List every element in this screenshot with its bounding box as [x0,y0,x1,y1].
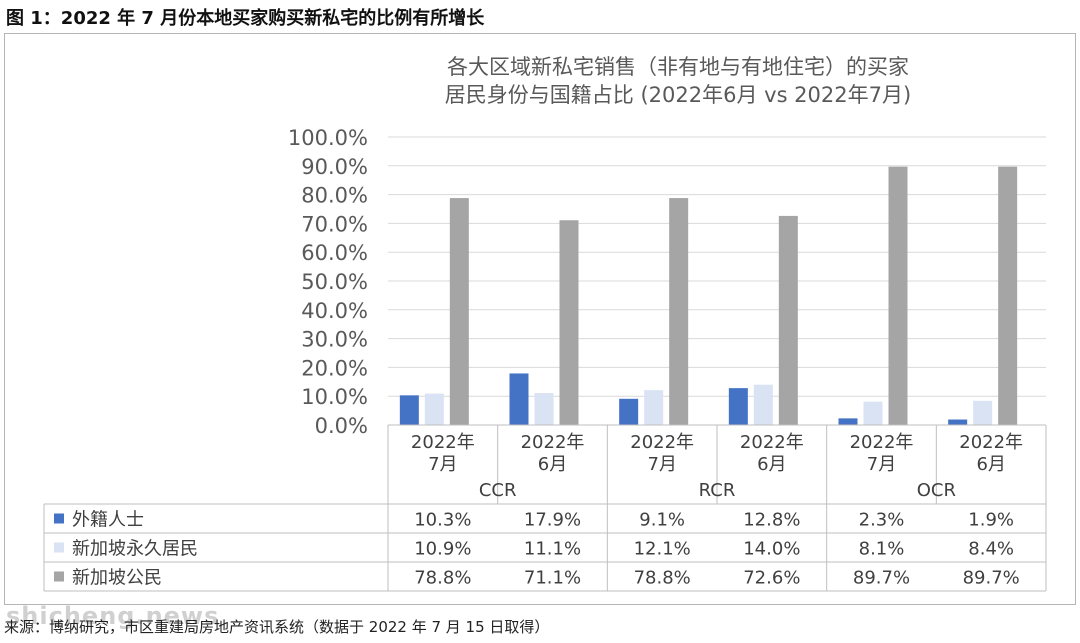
x-tick-label-line1: 2022年 [740,432,804,453]
y-tick-label: 40.0% [301,299,368,323]
data-table-value: 10.9% [414,539,471,560]
x-tick-label-line1: 2022年 [411,432,475,453]
x-tick-label-line1: 2022年 [850,432,914,453]
legend-label-2: 新加坡公民 [72,568,162,589]
watermark: shicheng.news [6,602,220,630]
legend-swatch-1 [54,542,64,553]
y-tick-label: 60.0% [301,241,368,265]
y-tick-label: 20.0% [301,356,368,380]
x-tick-label-line2: 6月 [538,454,567,475]
data-table-value: 17.9% [524,510,581,531]
legend-swatch-2 [54,571,64,582]
bar-2-0 [449,198,469,425]
x-tick-label-line2: 6月 [757,454,786,475]
bar-1-5 [973,400,993,425]
bar-0-5 [948,419,968,425]
bar-2-3 [778,215,798,425]
bar-1-0 [424,393,444,425]
y-tick-label: 0.0% [315,414,368,438]
data-table-value: 78.8% [414,568,471,589]
x-tick-label-line2: 7月 [428,454,457,475]
chart-frame [4,33,1076,605]
bar-2-1 [559,220,579,425]
data-table-value: 8.4% [968,539,1014,560]
y-tick-label: 50.0% [301,270,368,294]
figure-source: 来源：博纳研究，市区重建局房地产资讯系统（数据于 2022 年 7 月 15 日… [4,618,550,636]
data-table-value: 14.0% [743,539,800,560]
bar-0-3 [728,388,748,425]
y-tick-label: 90.0% [301,155,368,179]
legend-swatch-0 [54,513,64,524]
bar-0-4 [838,418,858,425]
data-table-value: 12.8% [743,510,800,531]
legend-label-1: 新加坡永久居民 [72,539,198,560]
bar-0-2 [619,398,639,425]
data-table-value: 89.7% [963,568,1020,589]
data-table-value: 11.1% [524,539,581,560]
y-tick-label: 80.0% [301,184,368,208]
bar-2-5 [998,166,1018,425]
bar-0-0 [399,395,419,425]
y-tick-label: 10.0% [301,385,368,409]
data-table-value: 12.1% [634,539,691,560]
y-tick-label: 100.0% [288,126,368,150]
data-table-value: 9.1% [639,510,685,531]
data-table-value: 10.3% [414,510,471,531]
x-tick-label-line2: 7月 [867,454,896,475]
bar-1-4 [863,401,883,425]
chart-title-line1: 各大区域新私宅销售（非有地与有地住宅）的买家 [447,55,909,79]
x-group-label: RCR [699,480,736,501]
bar-2-2 [669,198,689,425]
x-tick-label-line2: 7月 [647,454,676,475]
bar-0-1 [509,373,529,425]
data-table-value: 72.6% [743,568,800,589]
x-tick-label-line1: 2022年 [521,432,585,453]
x-tick-label-line1: 2022年 [630,432,694,453]
data-table-value: 71.1% [524,568,581,589]
data-table-value: 78.8% [634,568,691,589]
legend-label-0: 外籍人士 [72,510,144,531]
bar-1-3 [753,384,773,425]
bar-1-2 [644,390,664,425]
data-table-value: 1.9% [968,510,1014,531]
data-table-value: 2.3% [859,510,905,531]
y-tick-label: 70.0% [301,212,368,236]
x-group-label: CCR [479,480,517,501]
data-table-value: 8.1% [859,539,905,560]
x-tick-label-line2: 6月 [976,454,1005,475]
chart-title-line2: 居民身份与国籍占比 (2022年6月 vs 2022年7月) [444,83,912,107]
bar-2-4 [888,166,908,425]
x-group-label: OCR [917,480,956,501]
bar-1-1 [534,393,554,425]
figure-title: 图 1：2022 年 7 月份本地买家购买新私宅的比例有所增长 [6,8,485,29]
data-table-value: 89.7% [853,568,910,589]
y-tick-label: 30.0% [301,328,368,352]
x-tick-label-line1: 2022年 [959,432,1023,453]
